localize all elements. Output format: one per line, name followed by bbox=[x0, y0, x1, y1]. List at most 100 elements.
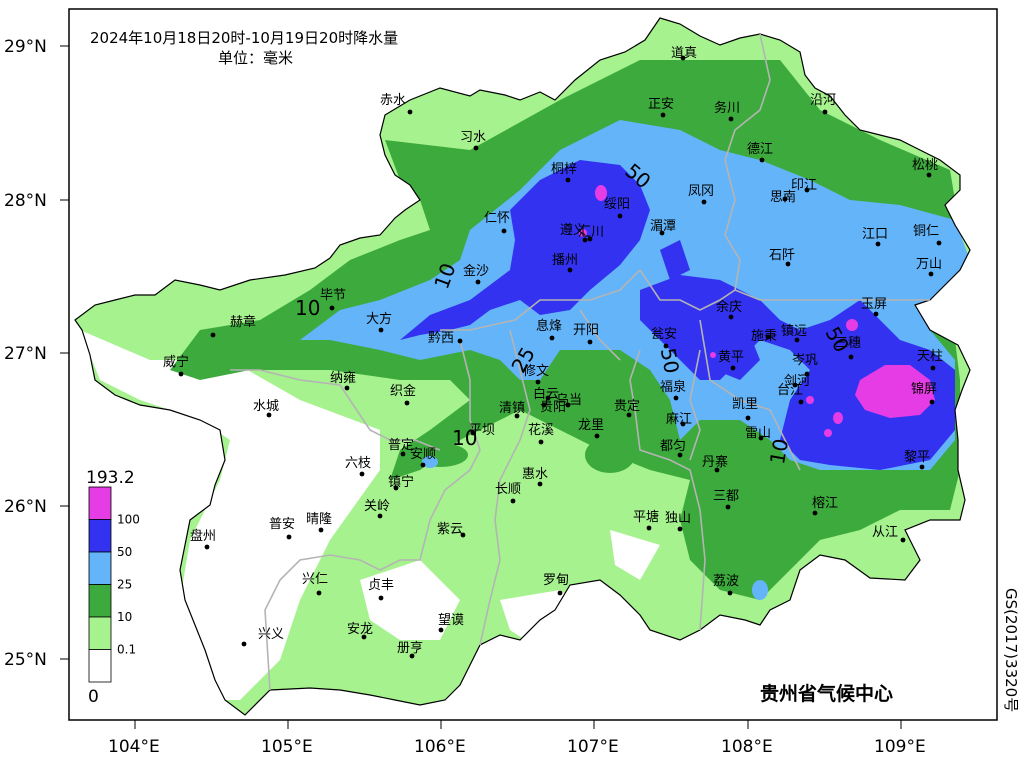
city-label: 雷山 bbox=[745, 426, 771, 441]
legend-swatch bbox=[88, 486, 112, 520]
city-dot bbox=[926, 172, 932, 178]
city-dot bbox=[919, 464, 925, 470]
city-label: 榕江 bbox=[812, 496, 838, 511]
city-label: 册亨 bbox=[397, 640, 423, 656]
city-label: 江口 bbox=[862, 227, 888, 242]
city-label: 万山 bbox=[916, 257, 942, 272]
contour-label: 50 bbox=[656, 346, 684, 375]
city-dot bbox=[758, 435, 764, 441]
city-label: 黄平 bbox=[718, 350, 744, 365]
city-label: 安龙 bbox=[347, 622, 373, 637]
city-dot bbox=[626, 412, 632, 418]
city-label: 独山 bbox=[665, 511, 691, 526]
city-label: 平坝 bbox=[469, 423, 495, 438]
lon-tick-label: 108°E bbox=[721, 737, 773, 757]
city-dot bbox=[537, 481, 543, 487]
city-dot bbox=[673, 395, 679, 401]
legend-swatch bbox=[88, 551, 112, 585]
city-label: 遵义 bbox=[560, 222, 586, 238]
legend-class-label: 50 bbox=[117, 545, 132, 559]
city-label: 德江 bbox=[747, 142, 773, 157]
city-dot bbox=[393, 485, 399, 491]
lat-tick-label: 28°N bbox=[4, 191, 47, 211]
city-label: 大方 bbox=[366, 311, 392, 327]
city-dot bbox=[549, 335, 555, 341]
city-label: 白云 bbox=[533, 386, 559, 402]
longitude-axis: 104°E 105°E 106°E 107°E 108°E 109°E bbox=[108, 720, 926, 757]
legend-class-label: 25 bbox=[117, 578, 132, 592]
organization-label: 贵州省气候中心 bbox=[760, 682, 893, 705]
city-label: 台江 bbox=[777, 383, 803, 398]
city-dot bbox=[377, 513, 383, 519]
city-label: 余庆 bbox=[716, 299, 742, 315]
city-dot bbox=[361, 634, 367, 640]
city-dot bbox=[646, 525, 652, 531]
city-label: 望谟 bbox=[438, 612, 464, 628]
city-dot bbox=[565, 177, 571, 183]
city-dot bbox=[582, 237, 588, 243]
city-label: 习水 bbox=[460, 130, 486, 145]
city-label: 罗甸 bbox=[543, 573, 569, 588]
legend-min-label: 0 bbox=[88, 687, 99, 707]
latitude-axis: 29°N 28°N 27°N 26°N 25°N bbox=[4, 37, 69, 670]
city-dot bbox=[470, 430, 476, 436]
city-dot bbox=[677, 526, 683, 532]
city-dot bbox=[541, 402, 547, 408]
city-dot bbox=[316, 590, 322, 596]
lat-tick-label: 27°N bbox=[4, 344, 47, 364]
city-label: 三穗 bbox=[835, 336, 861, 351]
city-dot bbox=[930, 365, 936, 371]
city-label: 乌当 bbox=[556, 392, 582, 408]
contour-label: 10 bbox=[765, 437, 793, 466]
city-dot bbox=[567, 267, 573, 273]
legend-swatch bbox=[88, 584, 112, 618]
city-dot bbox=[514, 413, 520, 419]
city-label: 长顺 bbox=[495, 482, 521, 497]
city-dot bbox=[782, 196, 788, 202]
city-dot bbox=[728, 314, 734, 320]
city-label: 麻江 bbox=[666, 412, 692, 427]
city-dot bbox=[210, 332, 216, 338]
city-dot bbox=[730, 365, 736, 371]
city-label: 开阳 bbox=[573, 323, 599, 338]
city-label: 玉屏 bbox=[861, 297, 887, 312]
city-dot bbox=[378, 595, 384, 601]
city-label: 桐梓 bbox=[551, 162, 577, 177]
city-dot bbox=[822, 109, 828, 115]
city-label: 毕节 bbox=[320, 288, 346, 303]
city-label: 凯里 bbox=[732, 397, 758, 412]
city-dot bbox=[900, 537, 906, 543]
city-label: 纳雍 bbox=[330, 370, 356, 386]
city-dot bbox=[677, 452, 683, 458]
city-dot bbox=[745, 415, 751, 421]
lat-tick-label: 26°N bbox=[4, 497, 47, 517]
legend-swatch bbox=[88, 649, 112, 683]
city-label: 织金 bbox=[390, 383, 416, 399]
city-dot bbox=[929, 399, 935, 405]
city-dot bbox=[344, 385, 350, 391]
city-dot bbox=[404, 400, 410, 406]
city-dot bbox=[535, 379, 541, 385]
lat-tick-label: 25°N bbox=[4, 650, 47, 670]
city-label: 平塘 bbox=[633, 509, 659, 525]
city-label: 三都 bbox=[713, 489, 739, 504]
city-dot bbox=[538, 439, 544, 445]
city-label: 贵阳 bbox=[540, 400, 566, 415]
city-dot bbox=[545, 395, 551, 401]
city-label: 锦屏 bbox=[911, 382, 937, 397]
map-unit: 单位：毫米 bbox=[218, 49, 293, 67]
city-dot bbox=[318, 527, 324, 533]
city-label: 镇远 bbox=[781, 324, 807, 339]
city-dot bbox=[725, 504, 731, 510]
city-label: 镇宁 bbox=[388, 474, 414, 490]
city-dot bbox=[765, 334, 771, 340]
lon-tick-label: 107°E bbox=[567, 737, 619, 757]
city-dot bbox=[204, 544, 210, 550]
city-label: 安顺 bbox=[410, 447, 436, 462]
legend-max-label: 193.2 bbox=[86, 468, 135, 488]
city-label: 普安 bbox=[269, 517, 295, 532]
city-label: 沿河 bbox=[810, 93, 836, 108]
city-label: 金沙 bbox=[463, 263, 489, 279]
legend: 193.2 0 100 50 25 10 0.1 bbox=[86, 468, 140, 707]
city-dot bbox=[178, 371, 184, 377]
